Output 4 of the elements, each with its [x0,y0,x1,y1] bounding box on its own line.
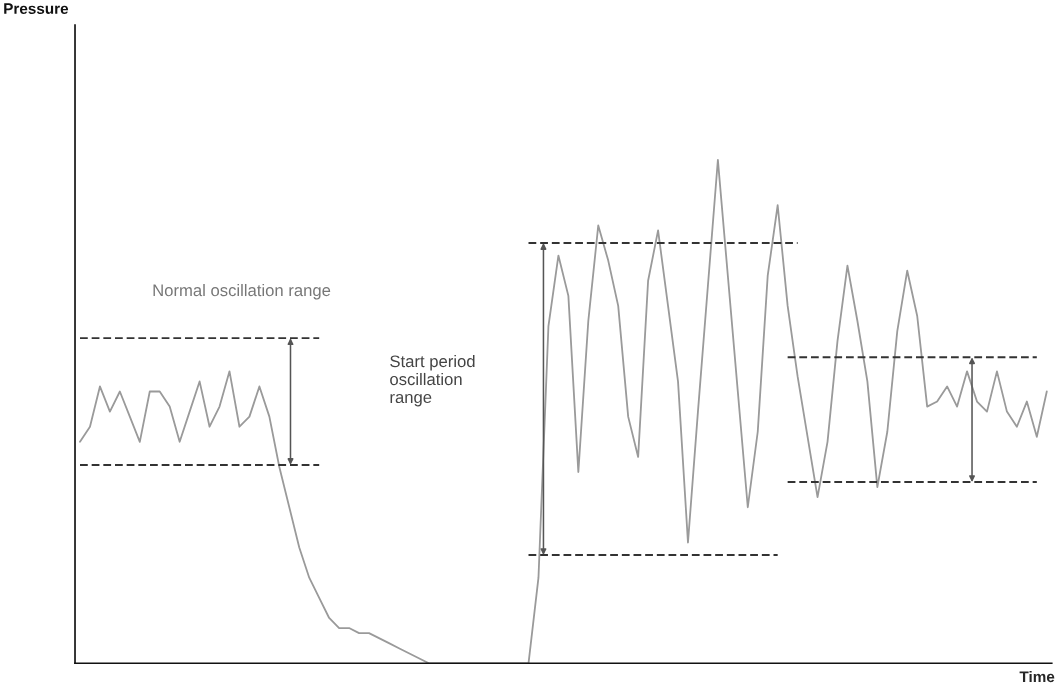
annotation: Start period oscillation range [390,354,475,407]
text: Pressure [4,3,69,15]
annotation: Normal oscillation range [153,283,331,300]
x-axis-title: Time [1019,670,1055,683]
